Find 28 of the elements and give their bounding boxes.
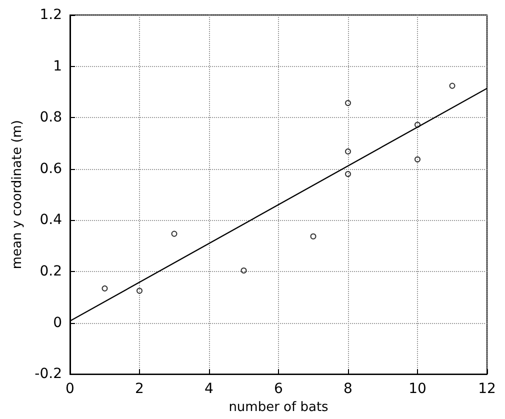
y-tick-label: 1 bbox=[53, 58, 62, 74]
y-tick-label: -0.2 bbox=[34, 366, 62, 382]
point bbox=[414, 156, 420, 162]
x-tick-label: 2 bbox=[135, 381, 144, 398]
x-tick-label: 4 bbox=[204, 381, 214, 398]
point bbox=[102, 285, 108, 292]
y-tick-label: 0.4 bbox=[40, 212, 62, 228]
y-tick-label: 0.8 bbox=[40, 110, 62, 126]
x-axis-title: number of bats bbox=[228, 400, 329, 415]
point bbox=[414, 122, 420, 128]
y-tick-label: 0.6 bbox=[40, 160, 62, 177]
point bbox=[345, 171, 351, 178]
x-tick-label: 6 bbox=[274, 381, 284, 398]
x-tick-label: 0 bbox=[66, 381, 74, 398]
point bbox=[171, 230, 178, 237]
y-axis-title: mean y coordinate (m) bbox=[10, 120, 25, 270]
point bbox=[449, 82, 456, 89]
x-tick-label: 8 bbox=[344, 381, 352, 398]
point bbox=[310, 233, 316, 240]
y-tick-label: 0 bbox=[53, 314, 62, 331]
point bbox=[240, 267, 247, 274]
x-tick-label: 10 bbox=[408, 381, 426, 398]
point bbox=[345, 100, 351, 106]
x-tick-label: 12 bbox=[478, 381, 496, 398]
point bbox=[136, 288, 142, 294]
y-tick-label: 1.2 bbox=[40, 7, 62, 23]
point bbox=[345, 148, 351, 154]
y-tick-label: 0.2 bbox=[40, 264, 62, 280]
